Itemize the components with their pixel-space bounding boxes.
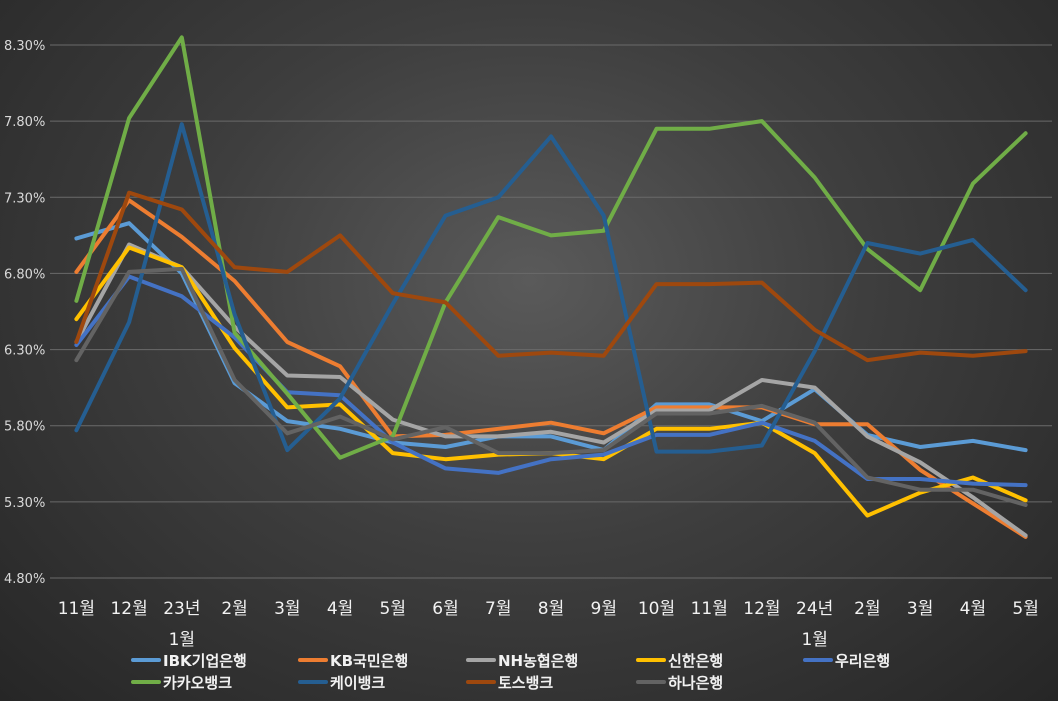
legend-label: 신한은행 — [668, 652, 723, 670]
x-tick-sublabel: 1월 — [801, 630, 827, 650]
y-tick-label: 8.30% — [4, 39, 45, 54]
x-tick-label: 6월 — [432, 599, 458, 619]
x-tick-label: 2월 — [221, 599, 247, 619]
y-tick-label: 4.80% — [4, 572, 45, 587]
x-tick-label: 12월 — [110, 599, 147, 619]
y-tick-label: 7.30% — [4, 191, 45, 206]
legend-label: KB국민은행 — [330, 652, 408, 670]
series-line — [74, 122, 1028, 454]
y-tick-label: 7.80% — [4, 115, 45, 130]
x-tick-label: 4월 — [960, 599, 986, 619]
x-tick-label: 4월 — [327, 599, 353, 619]
legend-label: IBK기업은행 — [163, 652, 247, 670]
x-tick-label: 8월 — [538, 599, 564, 619]
y-axis-ticks: 4.80% 5.30% 5.80% 6.30% 6.80% 7.30% 7.80% 8.30% — [4, 39, 45, 587]
y-tick-label: 6.80% — [4, 267, 45, 282]
x-tick-label: 3월 — [274, 599, 300, 619]
x-axis-ticks: 11월 12월 23년 1월 2월 3월 4월 5월 6월 7월 8월 9월 10월 11월 12월 24년 1… — [58, 599, 1039, 650]
series-line — [74, 190, 1028, 363]
y-tick-label: 5.80% — [4, 420, 45, 435]
x-tick-label: 5월 — [1012, 599, 1038, 619]
series-line — [74, 242, 1028, 538]
series-line — [74, 245, 1028, 518]
x-tick-label: 12월 — [743, 599, 780, 619]
legend-label: 토스뱅크 — [498, 674, 553, 692]
x-tick-label: 9월 — [591, 599, 617, 619]
x-tick-label: 11월 — [58, 599, 95, 619]
legend-label: 케이뱅크 — [330, 674, 385, 692]
series-line — [74, 198, 1028, 539]
x-tick-label: 11월 — [691, 599, 728, 619]
x-tick-label: 5월 — [380, 599, 406, 619]
x-tick-sublabel: 1월 — [169, 630, 195, 650]
series-lines — [74, 35, 1028, 539]
x-tick-label: 2월 — [854, 599, 880, 619]
x-tick-label: 7월 — [485, 599, 511, 619]
x-tick-label: 23년 — [163, 599, 200, 619]
legend-label: NH농협은행 — [498, 652, 578, 670]
legend-label: 우리은행 — [835, 652, 890, 670]
x-tick-label: 3월 — [907, 599, 933, 619]
x-tick-label: 24년 — [796, 599, 833, 619]
x-tick-label: 10월 — [638, 599, 675, 619]
legend-label: 하나은행 — [668, 674, 723, 692]
y-tick-label: 6.30% — [4, 344, 45, 359]
y-tick-label: 5.30% — [4, 496, 45, 511]
legend-label: 카카오뱅크 — [163, 674, 232, 692]
series-line — [74, 266, 1028, 507]
series-line — [74, 35, 1028, 460]
